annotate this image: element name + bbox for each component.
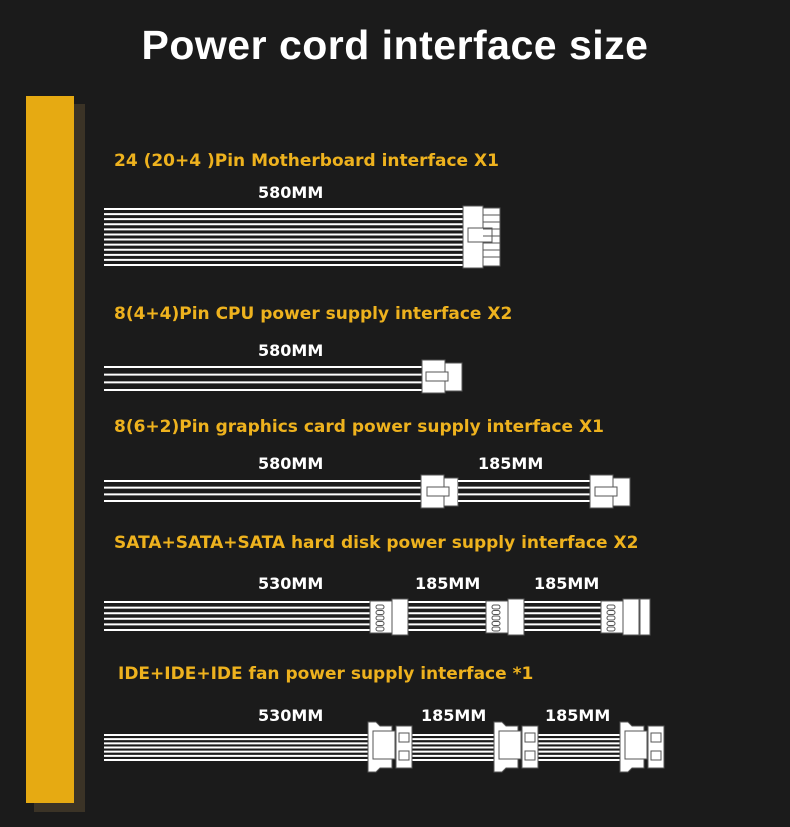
- sata-body: [391, 598, 409, 636]
- length-label: 530MM: [258, 706, 324, 725]
- sata-pin: [606, 610, 616, 615]
- sata-body: [507, 598, 525, 636]
- cpu-latch: [425, 371, 449, 382]
- sata-pin: [375, 626, 385, 632]
- section-label-cpu: 8(4+4)Pin CPU power supply interface X2: [114, 304, 513, 324]
- molex-pin-block: [521, 725, 539, 769]
- molex-pin: [650, 732, 662, 743]
- sata-end: [639, 598, 651, 636]
- length-label: 185MM: [478, 454, 544, 473]
- molex-pin-block: [395, 725, 413, 769]
- sata-connector-icon: [369, 600, 393, 634]
- sata-pin: [375, 604, 385, 610]
- sata-pin: [606, 615, 616, 621]
- molex-pin: [650, 750, 662, 761]
- gpu-latch: [594, 486, 618, 497]
- section-label-sata: SATA+SATA+SATA hard disk power supply in…: [114, 533, 639, 553]
- molex-pin: [524, 750, 536, 761]
- sata-connector-icon: [485, 600, 509, 634]
- molex-pin: [398, 750, 410, 761]
- length-label: 185MM: [545, 706, 611, 725]
- accent-bar: [26, 96, 74, 803]
- gpu-latch: [426, 486, 450, 497]
- molex-window: [498, 730, 522, 760]
- molex-window: [372, 730, 396, 760]
- sata-pin: [606, 621, 616, 626]
- section-label-ide: IDE+IDE+IDE fan power supply interface *…: [118, 664, 534, 684]
- sata-pin: [375, 621, 385, 626]
- sata-pin: [606, 626, 616, 632]
- length-label: 580MM: [258, 341, 324, 360]
- length-label: 580MM: [258, 183, 324, 202]
- section-label-motherboard: 24 (20+4 )Pin Motherboard interface X1: [114, 151, 499, 171]
- length-label: 580MM: [258, 454, 324, 473]
- sata-pin: [491, 626, 501, 632]
- section-label-gpu: 8(6+2)Pin graphics card power supply int…: [114, 417, 604, 437]
- length-label: 530MM: [258, 574, 324, 593]
- length-label: 185MM: [534, 574, 600, 593]
- sata-pin: [606, 604, 616, 610]
- molex-pin: [524, 732, 536, 743]
- sata-pin: [491, 615, 501, 621]
- page-title: Power cord interface size: [141, 22, 649, 68]
- sata-pin: [491, 621, 501, 626]
- sata-pin: [375, 615, 385, 621]
- sata-body: [622, 598, 640, 636]
- atx-latch: [467, 227, 493, 243]
- molex-window: [624, 730, 648, 760]
- molex-pin-block: [647, 725, 665, 769]
- sata-pin: [491, 604, 501, 610]
- sata-pin: [375, 610, 385, 615]
- molex-pin: [398, 732, 410, 743]
- length-label: 185MM: [421, 706, 487, 725]
- sata-pin: [491, 610, 501, 615]
- length-label: 185MM: [415, 574, 481, 593]
- sata-connector-icon: [600, 600, 624, 634]
